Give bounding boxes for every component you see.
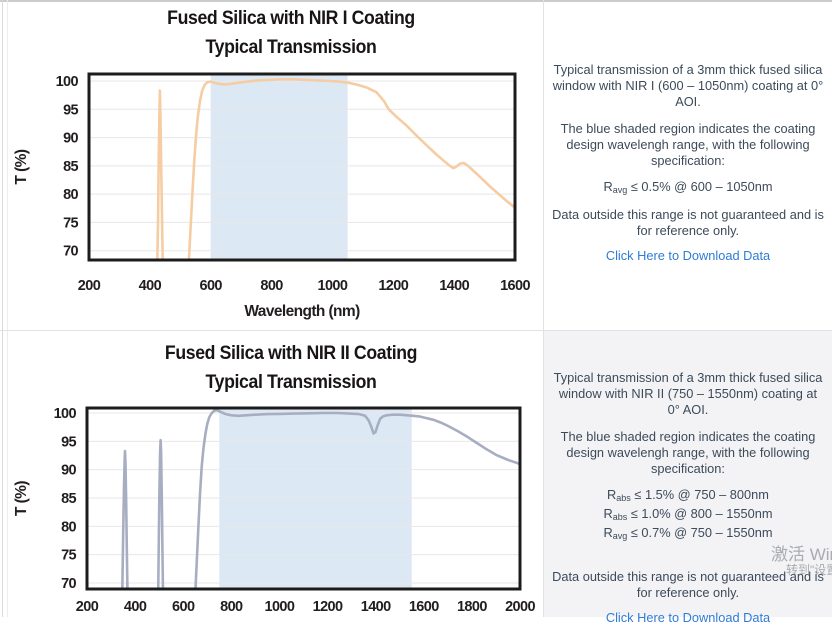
y-tick-label: 95 bbox=[61, 434, 76, 450]
y-tick-label: 80 bbox=[61, 519, 76, 535]
spec-line: Ravg ≤ 0.5% @ 600 – 1050nm bbox=[603, 179, 773, 196]
nir1-disclaimer-text: Data outside this range is not guarantee… bbox=[552, 207, 824, 239]
nir1-transmission-chart: 70 75 80 85 90 95 100 200 400 600 800 1000 1200 1400 1… bbox=[13, 72, 531, 320]
y-tick-label: 75 bbox=[61, 548, 76, 564]
nir1-shaded-region-text: The blue shaded region indicates the coa… bbox=[560, 120, 816, 168]
y-tick-label: 90 bbox=[63, 131, 78, 147]
nir2-download-data-link[interactable]: Click Here to Download Data bbox=[605, 610, 771, 626]
column-divider bbox=[543, 0, 544, 617]
nir1-title-line1: Fused Silica with NIR I Coating bbox=[167, 8, 415, 29]
nir2-intro-text: Typical transmission of a 3mm thick fuse… bbox=[553, 370, 823, 417]
design-band-shaded-region bbox=[210, 75, 348, 259]
y-tick-label: 80 bbox=[63, 187, 78, 203]
nir2-disclaimer-text: Data outside this range is not guarantee… bbox=[552, 569, 824, 601]
nir1-intro-text: Typical transmission of a 3mm thick fuse… bbox=[552, 62, 824, 109]
nir1-download-data-link[interactable]: Click Here to Download Data bbox=[605, 248, 771, 264]
nir2-row: Fused Silica with NIR II Coating Typical… bbox=[0, 331, 832, 625]
plot-border bbox=[85, 406, 522, 591]
y-tick-label: 100 bbox=[56, 74, 79, 90]
row-divider bbox=[0, 330, 832, 331]
nir2-text-panel: Typical transmission of a 3mm thick fuse… bbox=[544, 331, 832, 625]
nir2-shaded-region-text: The blue shaded region indicates the coa… bbox=[560, 428, 816, 476]
x-tick-label: 1400 bbox=[361, 599, 391, 615]
nir1-row: Fused Silica with NIR I Coating Typical … bbox=[0, 0, 832, 330]
nir2-title-line1: Fused Silica with NIR II Coating bbox=[164, 343, 418, 364]
x-tick-label: 1600 bbox=[409, 599, 439, 615]
y-tick-label: 90 bbox=[61, 463, 76, 479]
nir2-chart-cell: Fused Silica with NIR II Coating Typical… bbox=[0, 331, 543, 617]
y-tick-label: 70 bbox=[61, 576, 76, 592]
plot-border bbox=[87, 72, 517, 262]
y-tick-label: 95 bbox=[63, 102, 78, 118]
x-tick-label: 1600 bbox=[500, 278, 530, 294]
transmission-curve bbox=[121, 408, 520, 589]
y-axis-label: T (%) bbox=[13, 149, 30, 184]
y-tick-label: 75 bbox=[63, 215, 78, 231]
nir2-title-line2: Typical Transmission bbox=[205, 371, 377, 393]
y-axis-label: T (%) bbox=[13, 481, 30, 516]
spec-line: Ravg ≤ 0.7% @ 750 – 1550nm bbox=[603, 525, 773, 542]
x-tick-label: 1000 bbox=[265, 599, 295, 615]
page-top-border bbox=[0, 0, 832, 2]
nir2-transmission-chart: 70 75 80 85 90 95 100 200 400 600 800 1000 1200 1400 1… bbox=[13, 406, 536, 615]
x-tick-label: 2000 bbox=[505, 599, 535, 615]
nir2-spec-lines: Rabs ≤ 1.5% @ 750 – 800nm Rabs ≤ 1.0% @ 8… bbox=[552, 487, 824, 544]
page-left-border bbox=[2, 0, 3, 617]
x-tick-label: 200 bbox=[78, 278, 101, 294]
x-tick-label: 600 bbox=[172, 599, 195, 615]
y-tick-label: 100 bbox=[54, 406, 77, 422]
nir1-text-panel: Typical transmission of a 3mm thick fuse… bbox=[544, 0, 832, 330]
x-tick-label: 600 bbox=[200, 278, 223, 294]
nir1-chart-cell: Fused Silica with NIR I Coating Typical … bbox=[0, 0, 543, 330]
x-tick-label: 1800 bbox=[457, 599, 487, 615]
x-axis-label: Wavelength (nm) bbox=[244, 303, 360, 320]
x-tick-label: 1200 bbox=[313, 599, 343, 615]
x-tick-label: 800 bbox=[260, 278, 283, 294]
nir1-chart-title: Fused Silica with NIR I Coating Typical … bbox=[56, 5, 527, 62]
page-left-border-inner bbox=[7, 0, 8, 617]
x-tick-label: 1200 bbox=[378, 278, 408, 294]
spec-line: Rabs ≤ 1.5% @ 750 – 800nm bbox=[607, 487, 769, 504]
y-tick-label: 70 bbox=[63, 244, 78, 260]
nir2-chart-title: Fused Silica with NIR II Coating Typical… bbox=[56, 340, 527, 397]
x-tick-label: 400 bbox=[124, 599, 147, 615]
transmission-curve bbox=[156, 78, 515, 260]
x-tick-label: 200 bbox=[76, 599, 99, 615]
y-tick-label: 85 bbox=[63, 159, 78, 175]
x-tick-label: 400 bbox=[139, 278, 162, 294]
x-tick-label: 1000 bbox=[317, 278, 347, 294]
nir1-title-line2: Typical Transmission bbox=[205, 36, 377, 58]
x-tick-label: 800 bbox=[220, 599, 243, 615]
nir1-spec-lines: Ravg ≤ 0.5% @ 600 – 1050nm bbox=[552, 179, 824, 198]
y-tick-label: 85 bbox=[61, 491, 76, 507]
x-tick-label: 1400 bbox=[439, 278, 469, 294]
spec-line: Rabs ≤ 1.0% @ 800 – 1550nm bbox=[603, 506, 773, 523]
